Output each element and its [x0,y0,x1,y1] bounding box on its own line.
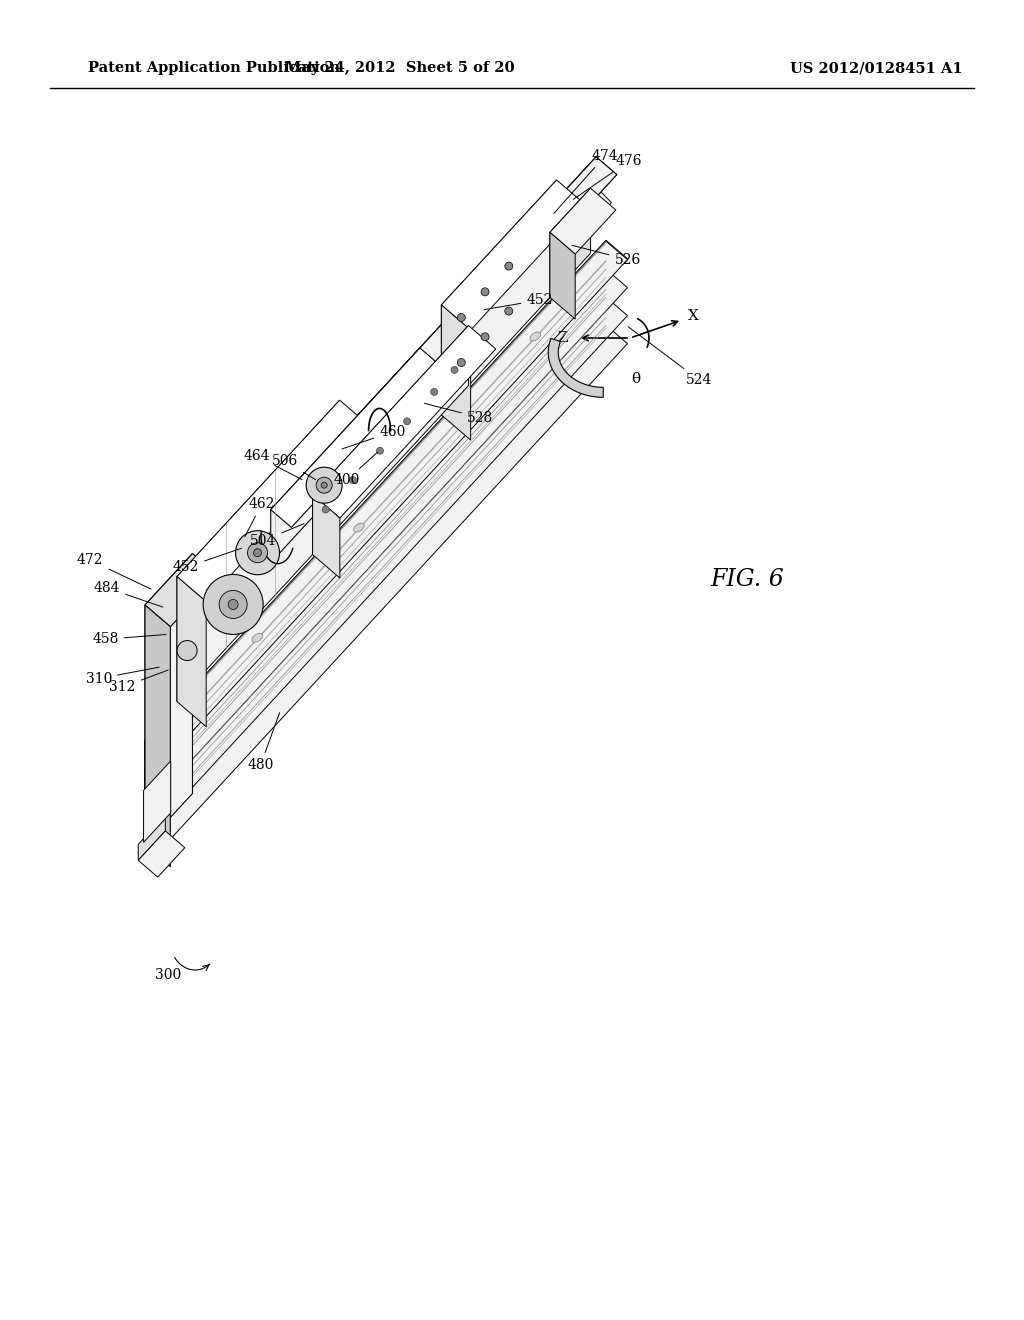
Text: 310: 310 [86,667,159,685]
Polygon shape [203,157,596,609]
Text: 400: 400 [333,453,378,487]
Polygon shape [441,180,557,414]
Circle shape [505,308,513,315]
Text: US 2012/0128451 A1: US 2012/0128451 A1 [790,61,963,75]
Polygon shape [270,348,440,528]
Polygon shape [548,338,603,397]
Text: 452: 452 [484,293,553,310]
Text: 464: 464 [243,449,302,479]
Circle shape [316,478,332,494]
Circle shape [248,543,267,562]
Circle shape [481,288,489,296]
Polygon shape [145,553,193,845]
Polygon shape [145,741,167,863]
Text: 312: 312 [110,671,168,694]
Polygon shape [145,297,606,817]
Circle shape [431,388,437,396]
Circle shape [505,263,513,271]
Polygon shape [203,583,223,627]
Circle shape [377,447,383,454]
Polygon shape [145,325,628,843]
Text: X: X [688,309,698,323]
Circle shape [306,467,342,503]
Polygon shape [145,605,170,867]
Polygon shape [145,325,606,845]
Circle shape [403,418,411,425]
Text: 452: 452 [173,548,242,574]
Polygon shape [203,157,616,601]
Polygon shape [145,242,606,762]
Polygon shape [312,326,496,517]
Polygon shape [312,326,469,554]
Text: 474: 474 [554,149,618,214]
Circle shape [177,640,197,660]
Polygon shape [177,577,206,727]
Polygon shape [203,157,596,601]
Polygon shape [138,832,185,876]
Polygon shape [550,189,615,253]
Polygon shape [550,189,591,297]
Text: Z: Z [557,331,568,345]
Circle shape [458,314,465,322]
Polygon shape [145,269,628,788]
Circle shape [458,359,465,367]
Polygon shape [312,495,340,578]
Polygon shape [270,348,420,562]
Polygon shape [145,797,167,836]
Circle shape [236,531,280,574]
Polygon shape [177,400,369,602]
Circle shape [219,590,247,619]
Circle shape [323,506,330,513]
Text: 526: 526 [572,246,641,267]
Polygon shape [145,240,628,759]
Polygon shape [203,583,223,619]
Text: 300: 300 [155,968,181,982]
Polygon shape [145,240,606,845]
Polygon shape [145,242,628,759]
Circle shape [451,367,458,374]
Circle shape [349,477,356,483]
Polygon shape [177,400,340,701]
Polygon shape [145,269,606,789]
Polygon shape [138,814,165,861]
Polygon shape [145,741,167,779]
Text: 484: 484 [94,581,163,607]
Circle shape [254,549,261,557]
Text: FIG. 6: FIG. 6 [710,569,783,591]
Polygon shape [145,770,167,808]
Polygon shape [145,825,167,863]
Ellipse shape [529,331,541,341]
Text: 458: 458 [92,632,166,647]
Text: 524: 524 [628,326,713,387]
Text: 472: 472 [77,553,152,589]
Circle shape [228,599,239,610]
Polygon shape [143,760,171,842]
Polygon shape [203,157,616,601]
Ellipse shape [353,523,365,532]
Text: θ: θ [632,372,641,385]
Polygon shape [145,297,628,816]
Text: 528: 528 [425,404,494,425]
Circle shape [322,482,327,488]
Polygon shape [441,305,471,440]
Polygon shape [211,185,611,618]
Text: 460: 460 [342,425,406,449]
Polygon shape [145,553,218,627]
Circle shape [203,574,263,635]
Circle shape [481,333,489,341]
Text: 462: 462 [245,498,275,537]
Ellipse shape [252,634,262,643]
Text: 480: 480 [248,713,280,772]
Ellipse shape [456,413,466,422]
Polygon shape [441,180,586,330]
Text: May 24, 2012  Sheet 5 of 20: May 24, 2012 Sheet 5 of 20 [286,61,515,75]
Text: Patent Application Publication: Patent Application Publication [88,61,340,75]
Polygon shape [550,232,575,319]
Text: 504: 504 [250,524,304,548]
Text: 476: 476 [573,154,642,199]
Text: 506: 506 [272,454,315,479]
